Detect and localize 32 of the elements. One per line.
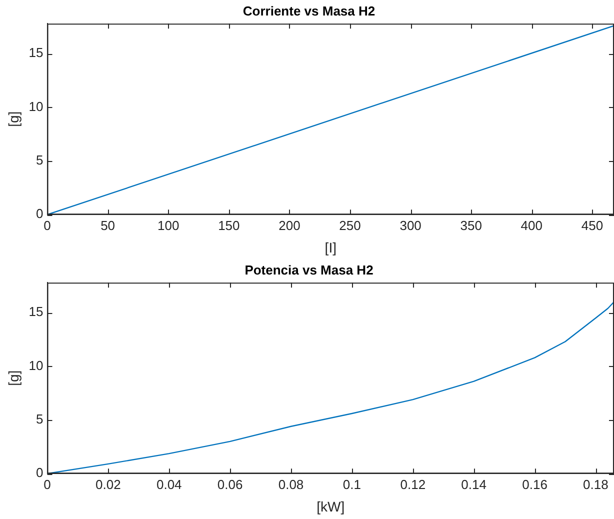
x-tick-label: 350 xyxy=(460,218,482,233)
y-axis-title: [g] xyxy=(5,111,22,127)
x-tick-label: 250 xyxy=(339,218,361,233)
x-tick-label: 50 xyxy=(100,218,116,233)
x-axis-title: [I] xyxy=(324,239,336,256)
x-tick-label: 150 xyxy=(218,218,240,233)
y-tick-label: 15 xyxy=(28,45,44,60)
y-tick-label: 5 xyxy=(36,412,44,427)
x-tick-label: 0.06 xyxy=(217,476,243,492)
x-tick-label: 0.04 xyxy=(156,476,182,492)
x-tick-label: 300 xyxy=(400,218,422,233)
y-tick-label: 0 xyxy=(36,465,44,480)
x-tick-label: 450 xyxy=(581,218,604,233)
x-tick-label: 400 xyxy=(520,218,543,233)
x-axis-title: [kW] xyxy=(316,498,345,514)
chart-title: Potencia vs Masa H2 xyxy=(244,262,374,278)
x-tick-label: 200 xyxy=(278,218,300,233)
x-tick-label: 0.18 xyxy=(583,476,608,492)
x-tick-label: 0.16 xyxy=(522,476,548,492)
y-tick-label: 10 xyxy=(28,358,44,373)
x-tick-label: 0.02 xyxy=(96,476,121,492)
y-tick-label: 10 xyxy=(28,98,44,114)
y-tick-label: 0 xyxy=(36,206,44,222)
y-tick-label: 5 xyxy=(36,152,44,168)
x-tick-label: 0.08 xyxy=(278,476,304,492)
x-tick-label: 0.1 xyxy=(342,476,361,492)
y-tick-label: 15 xyxy=(28,304,44,320)
x-tick-label: 100 xyxy=(158,218,180,233)
y-axis-title: [g] xyxy=(5,370,22,386)
chart-title: Corriente vs Masa H2 xyxy=(242,3,376,18)
x-tick-label: 0.14 xyxy=(461,476,486,492)
x-tick-label: 0.12 xyxy=(400,476,426,492)
